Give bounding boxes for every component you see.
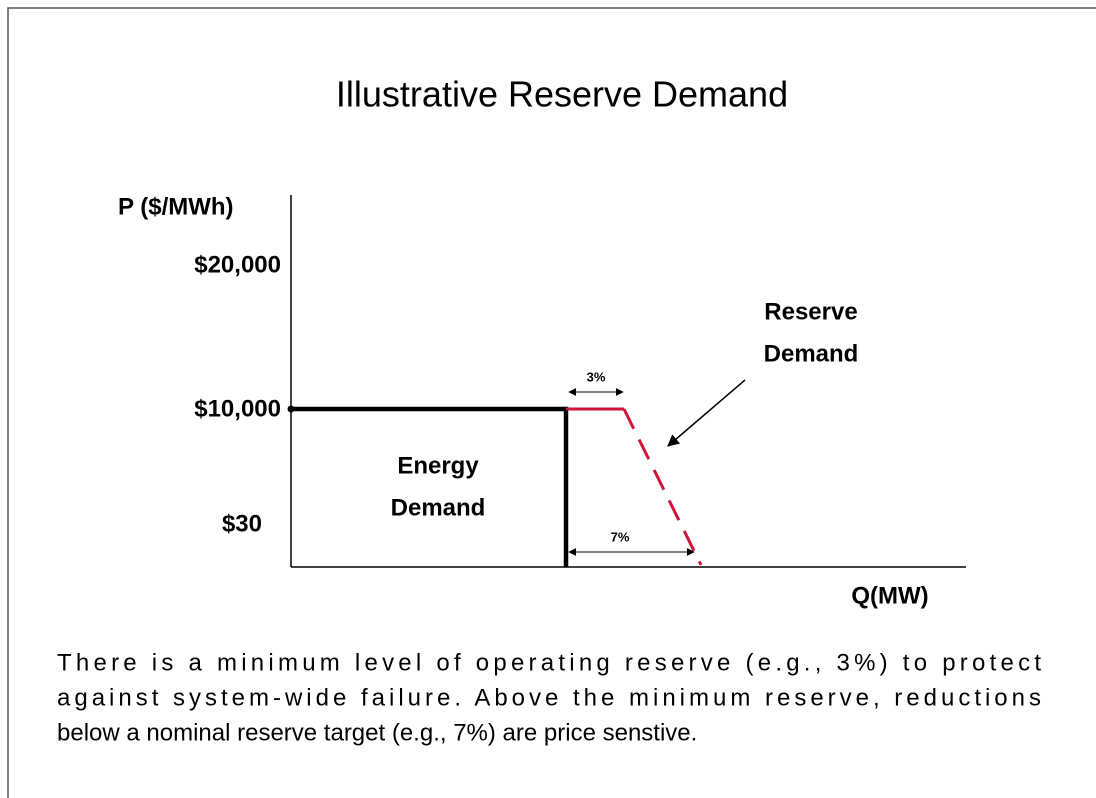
reserve-label: Demand bbox=[764, 340, 859, 367]
reserve-demand-slope bbox=[622, 408, 703, 566]
pointer-arrow bbox=[667, 379, 746, 447]
energy-label: Demand bbox=[391, 494, 486, 521]
price-label: $30 bbox=[222, 510, 262, 537]
body-text: against system-wide failure. Above the m… bbox=[57, 684, 1041, 711]
y-axis-label: P ($/MWh) bbox=[118, 193, 234, 220]
annotation: 7% bbox=[611, 529, 630, 544]
body-text: There is a minimum level of operating re… bbox=[57, 649, 1041, 676]
slide-border bbox=[7, 7, 1096, 798]
reserve-label: Reserve bbox=[764, 298, 857, 325]
price-label: $20,000 bbox=[194, 251, 281, 278]
body-text: below a nominal reserve target (e.g., 7%… bbox=[57, 719, 697, 746]
annotation: 3% bbox=[587, 369, 606, 384]
curve-start bbox=[287, 405, 295, 413]
energy-label: Energy bbox=[397, 452, 479, 479]
energy-demand-curve bbox=[291, 406, 569, 567]
x-axis-label: Q(MW) bbox=[851, 582, 928, 609]
price-label: $10,000 bbox=[194, 395, 281, 422]
title: Illustrative Reserve Demand bbox=[336, 74, 788, 115]
